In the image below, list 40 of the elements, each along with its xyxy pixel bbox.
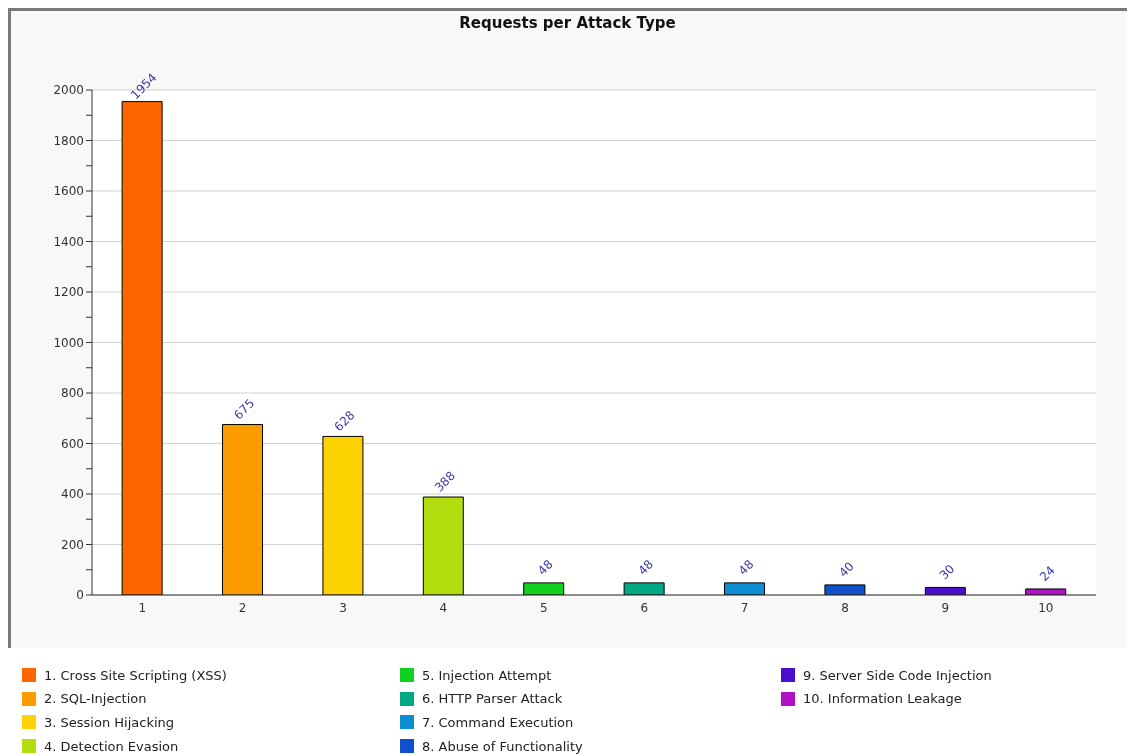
x-tick-label: 3 — [339, 600, 347, 615]
data-label: 24 — [1037, 563, 1058, 584]
y-tick-label: 1600 — [53, 184, 84, 199]
data-label: 48 — [535, 557, 556, 578]
x-tick-label: 2 — [238, 600, 247, 615]
y-tick-label: 200 — [61, 537, 84, 552]
legend-label: 10. Information Leakage — [803, 691, 962, 707]
chart-title: Requests per Attack Type — [458, 14, 677, 32]
legend-label: 8. Abuse of Functionality — [422, 738, 583, 754]
x-tick-label: 8 — [841, 600, 849, 615]
legend-label: 4. Detection Evasion — [44, 738, 179, 754]
y-tick-label: 600 — [61, 436, 84, 451]
data-label: 628 — [331, 408, 358, 435]
y-tick-label: 1800 — [53, 133, 84, 148]
legend-label: 9. Server Side Code Injection — [803, 667, 992, 683]
data-label: 30 — [936, 561, 958, 583]
y-tick-label: 0 — [76, 588, 84, 603]
x-tick-label: 1 — [138, 600, 147, 615]
x-tick-label: 6 — [640, 600, 649, 615]
legend-label: 5. Injection Attempt — [422, 667, 552, 683]
data-label: 675 — [231, 396, 258, 423]
y-tick-label: 800 — [61, 386, 84, 401]
x-tick-label: 7 — [740, 600, 749, 615]
x-tick-label: 9 — [941, 600, 950, 615]
y-tick-label: 1400 — [53, 234, 84, 249]
x-tick-label: 5 — [539, 600, 548, 615]
legend-label: 1. Cross Site Scripting (XSS) — [44, 667, 227, 683]
data-label: 48 — [735, 557, 757, 578]
y-tick-label: 1000 — [53, 335, 84, 350]
y-tick-label: 2000 — [53, 83, 84, 98]
x-tick-label: 10 — [1038, 600, 1054, 615]
data-label: 48 — [635, 557, 657, 578]
data-label: 40 — [836, 559, 857, 580]
legend-label: 6. HTTP Parser Attack — [422, 691, 563, 707]
y-tick-label: 400 — [61, 487, 84, 502]
legend-label: 7. Command Execution — [422, 714, 574, 730]
legend-label: 2. SQL-Injection — [44, 691, 147, 707]
y-tick-label: 1200 — [53, 285, 84, 300]
legend-label: 3. Session Hijacking — [44, 714, 175, 730]
x-tick-label: 4 — [439, 600, 448, 615]
